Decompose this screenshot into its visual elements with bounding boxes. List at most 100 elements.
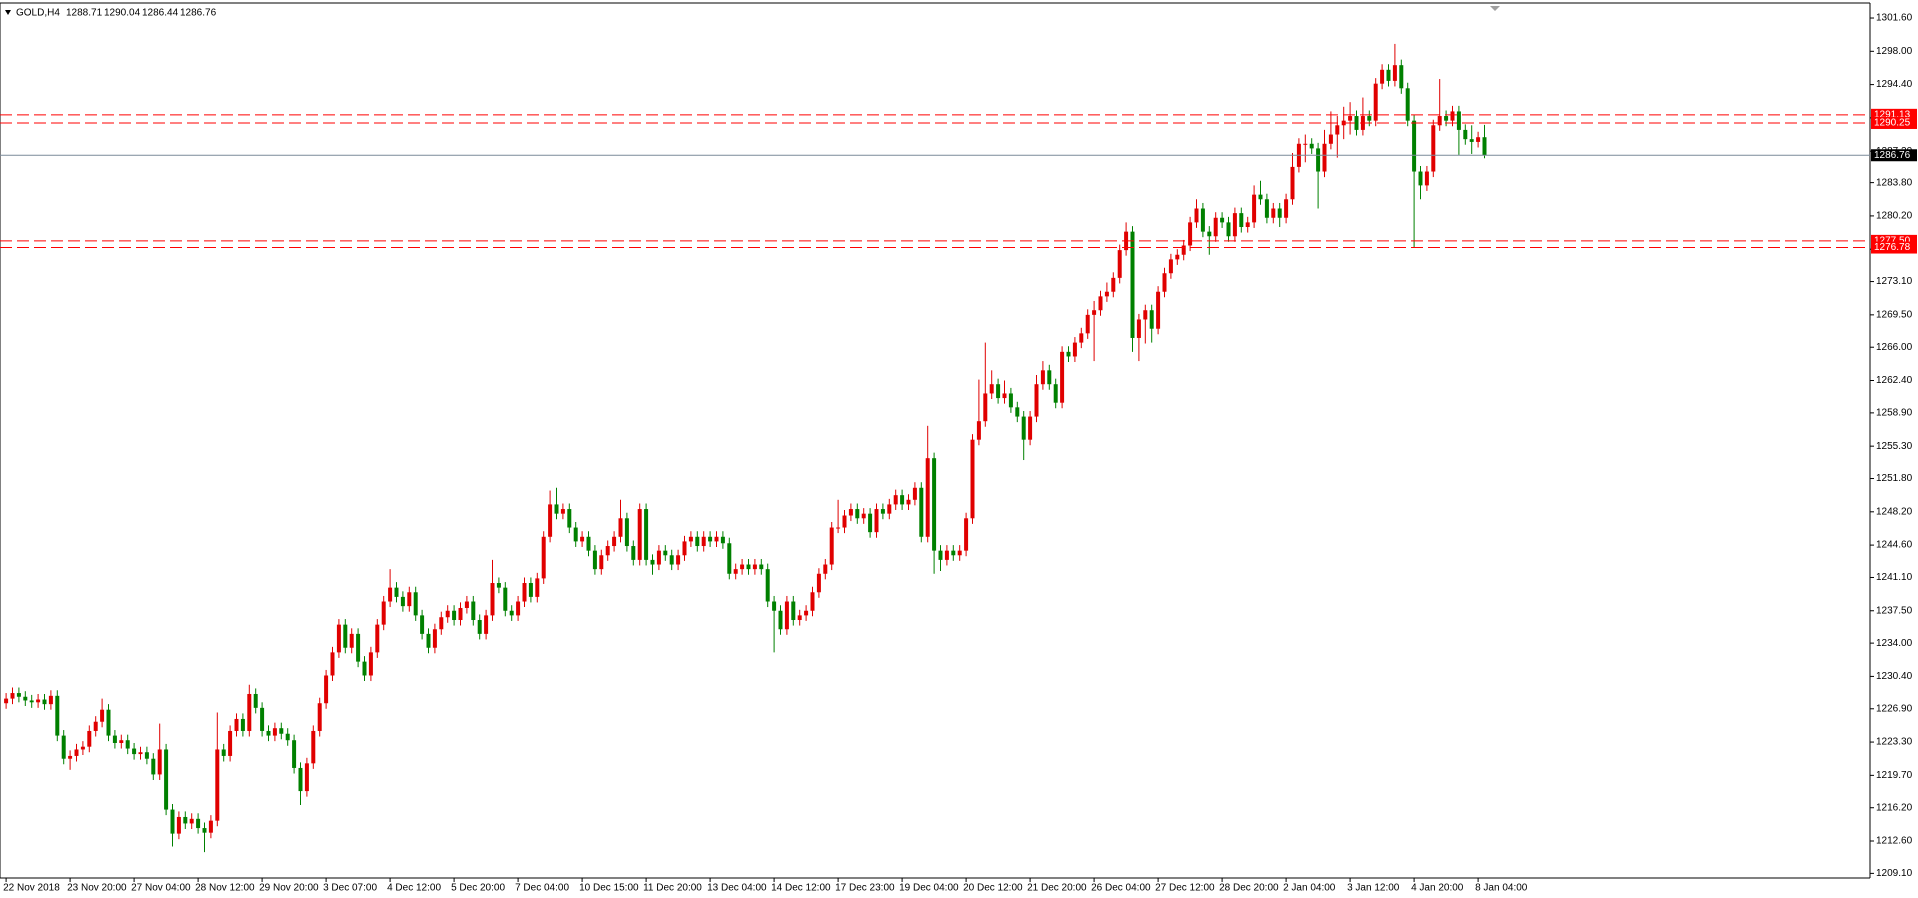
candle-body	[1437, 116, 1442, 126]
candle-body	[1309, 143, 1314, 149]
candle-body	[1450, 111, 1455, 121]
y-tick-label: 1230.40	[1876, 671, 1913, 682]
candle-body	[1220, 217, 1225, 223]
candle-body	[202, 828, 207, 833]
x-tick-label: 27 Nov 04:00	[131, 883, 191, 894]
level-label: 1276.78	[1874, 242, 1911, 253]
candle-body	[1175, 254, 1180, 260]
candle-body	[234, 718, 239, 731]
candle-body	[1015, 407, 1020, 417]
candle-body	[228, 730, 233, 756]
candle-body	[810, 592, 815, 611]
candle-body	[1028, 416, 1033, 440]
candle-body	[42, 699, 47, 705]
candle-body	[484, 615, 489, 634]
candle-body	[1444, 116, 1449, 121]
candle-body	[452, 610, 457, 621]
candle-body	[29, 700, 34, 703]
candle-body	[1092, 310, 1097, 315]
candle-body	[541, 536, 546, 579]
y-tick-label: 1294.40	[1876, 79, 1913, 90]
y-tick-label: 1237.50	[1876, 605, 1913, 616]
candle-body	[1328, 134, 1333, 144]
candle-body	[772, 601, 777, 611]
candle-body	[4, 698, 9, 704]
y-tick-label: 1209.10	[1876, 868, 1913, 879]
x-tick-label: 29 Nov 20:00	[259, 883, 319, 894]
candle-body	[708, 536, 713, 542]
candle-body	[112, 735, 117, 743]
candle-body	[1373, 83, 1378, 121]
candle-body	[522, 583, 527, 602]
x-tick-label: 17 Dec 23:00	[835, 883, 895, 894]
x-tick-label: 19 Dec 04:00	[899, 883, 959, 894]
candle-body	[106, 709, 111, 736]
candle-body	[836, 527, 841, 529]
ohlc-low: 1286.44	[142, 8, 179, 19]
x-tick-label: 22 Nov 2018	[3, 883, 60, 894]
candle-body	[1143, 310, 1148, 320]
candle-body	[957, 550, 962, 556]
candle-body	[624, 518, 629, 547]
candle-body	[765, 569, 770, 602]
candle-body	[663, 550, 668, 556]
candle-body	[1239, 213, 1244, 228]
candle-body	[407, 592, 412, 607]
candle-body	[1021, 416, 1026, 440]
ohlc-open: 1288.71	[66, 8, 103, 19]
candle-body	[989, 384, 994, 394]
candle-body	[490, 583, 495, 616]
y-tick-label: 1273.10	[1876, 276, 1913, 287]
candle-body	[1111, 277, 1116, 292]
candle-body	[375, 624, 380, 653]
candle-body	[644, 509, 649, 560]
candle-body	[855, 509, 860, 519]
candle-body	[87, 730, 92, 747]
candle-body	[138, 752, 143, 755]
y-tick-label: 1219.70	[1876, 770, 1913, 781]
candle-body	[132, 748, 137, 755]
candle-body	[1156, 291, 1161, 329]
candle-body	[1047, 370, 1052, 385]
candle-body	[740, 564, 745, 570]
candle-body	[477, 620, 482, 634]
x-tick-label: 21 Dec 20:00	[1027, 883, 1087, 894]
candle-body	[1405, 88, 1410, 121]
candle-body	[74, 749, 79, 756]
candle-body	[932, 458, 937, 551]
y-tick-label: 1251.80	[1876, 473, 1913, 484]
shift-marker	[1490, 6, 1500, 11]
x-tick-label: 26 Dec 04:00	[1091, 883, 1151, 894]
candle-body	[176, 816, 181, 834]
candle-body	[1060, 351, 1065, 403]
candle-body	[1079, 333, 1084, 343]
candle-body	[880, 509, 885, 514]
candle-body	[1463, 129, 1468, 140]
candle-body	[1098, 296, 1103, 311]
candle-body	[1194, 208, 1199, 223]
candle-body	[688, 536, 693, 542]
candle-body	[1482, 137, 1487, 156]
candle-body	[567, 509, 572, 528]
candle-body	[330, 652, 335, 676]
symbol-label: GOLD,H4	[16, 8, 60, 19]
candle-body	[1258, 194, 1263, 200]
candle-body	[996, 384, 1001, 399]
menu-triangle	[5, 10, 11, 15]
candle-body	[1322, 143, 1327, 172]
y-tick-label: 1258.90	[1876, 408, 1913, 419]
x-tick-label: 3 Jan 12:00	[1347, 883, 1400, 894]
candle-body	[951, 550, 956, 556]
candle-body	[650, 559, 655, 565]
y-tick-label: 1266.00	[1876, 342, 1913, 353]
candle-body	[260, 707, 265, 731]
candle-body	[317, 703, 322, 731]
candle-body	[292, 740, 297, 768]
candle-body	[893, 495, 898, 505]
candle-body	[1053, 384, 1058, 403]
y-tick-label: 1248.20	[1876, 506, 1913, 517]
candle-body	[1456, 111, 1461, 130]
candle-body	[1469, 139, 1474, 142]
x-tick-label: 28 Nov 12:00	[195, 883, 255, 894]
candle-body	[1392, 65, 1397, 81]
